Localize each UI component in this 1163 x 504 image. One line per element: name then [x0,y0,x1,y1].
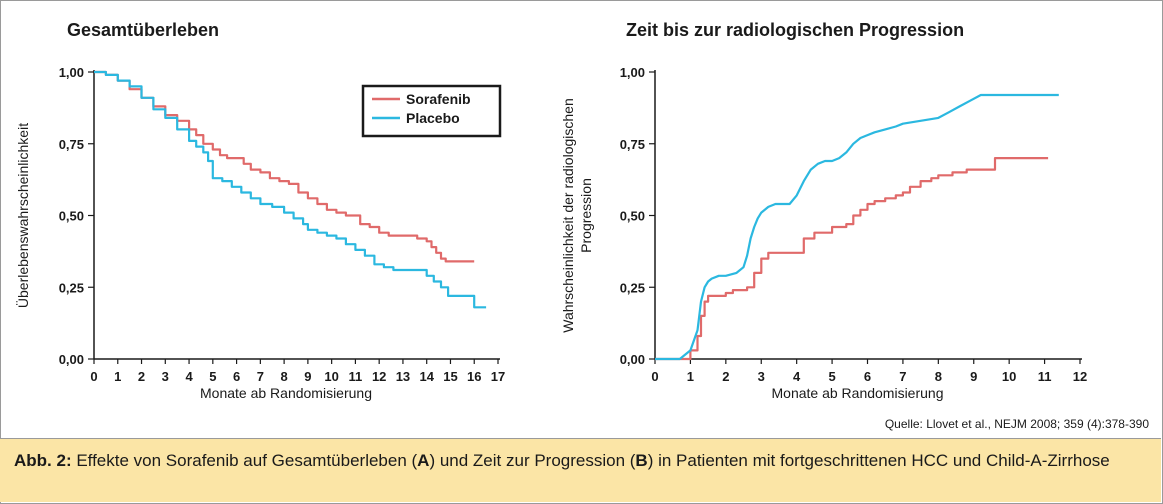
chart-a-x-tick-label: 1 [114,369,121,384]
chart-b-x-tick-label: 5 [828,369,835,384]
caption-label: Abb. 2: [14,451,72,470]
chart-a-x-tick-label: 5 [209,369,216,384]
caption-text-3: ) in Patienten mit fortgeschrittenen HCC… [647,451,1110,470]
chart-a-x-tick-label: 15 [443,369,457,384]
chart-a-x-tick-label: 12 [372,369,386,384]
chart-a-x-tick-label: 9 [304,369,311,384]
chart-a-title: Gesamtüberleben [67,20,219,40]
chart-b-x-tick-label: 2 [722,369,729,384]
chart-a: 0 1 2 3 4 5 6 7 8 9 10 11 12 13 14 15 16 170,000,250,500,… [14,65,505,401]
figure-caption: Abb. 2: Effekte von Sorafenib auf Gesamt… [0,438,1161,502]
chart-b-y-tick-label: 0,25 [620,280,645,295]
chart-b: 0 1 2 3 4 5 6 7 8 9 10 11 120,000,250,500,751,00Mona… [560,65,1087,401]
chart-a-x-tick-label: 3 [162,369,169,384]
chart-b-x-tick-label: 4 [793,369,801,384]
chart-b-title: Zeit bis zur radiologischen Progression [626,20,964,40]
chart-a-y-tick-label: 0,00 [59,352,84,367]
chart-b-series-sorafenib [655,157,1049,361]
chart-a-series-sorafenib [94,70,475,263]
chart-a-x-tick-label: 8 [281,369,288,384]
chart-a-x-tick-label: 4 [185,369,193,384]
chart-b-x-tick-label: 12 [1073,369,1087,384]
caption-bold-b: B [635,451,648,470]
chart-a-x-tick-label: 6 [233,369,240,384]
chart-b-series-placebo [655,93,1059,361]
chart-b-x-tick-label: 10 [1002,369,1016,384]
caption-text-2: ) und Zeit zur Progression ( [429,451,636,470]
chart-a-y-tick-label: 0,25 [59,280,84,295]
chart-b-y-tick-label: 0,00 [620,352,645,367]
chart-a-x-tick-label: 17 [491,369,505,384]
caption-bold-a: A [417,451,430,470]
chart-a-x-tick-label: 16 [467,369,481,384]
chart-b-x-tick-label: 9 [970,369,977,384]
chart-b-x-tick-label: 6 [864,369,871,384]
chart-a-x-tick-label: 10 [324,369,338,384]
chart-a-x-tick-label: 13 [396,369,410,384]
chart-a-x-label: Monate ab Randomisierung [200,385,372,401]
chart-a-y-tick-label: 0,75 [59,137,84,152]
chart-a-series-placebo [94,70,487,309]
chart-a-legend-label-sorafenib: Sorafenib [406,91,471,107]
chart-b-y-tick-label: 0,50 [620,209,645,224]
chart-a-y-tick-label: 0,50 [59,209,84,224]
chart-b-x-tick-label: 7 [899,369,906,384]
chart-a-x-tick-label: 11 [349,369,363,384]
chart-a-legend-label-placebo: Placebo [406,110,460,126]
chart-a-legend-box [361,84,502,138]
chart-a-x-tick-label: 7 [257,369,264,384]
chart-b-x-tick-label: 3 [758,369,765,384]
chart-b-y-tick-label: 0,75 [620,137,645,152]
chart-a-x-tick-label: 0 [90,369,97,384]
chart-a-x-tick-label: 14 [419,369,434,384]
caption-text-1: Effekte von Sorafenib auf Gesamtüberlebe… [71,451,418,470]
chart-a-x-tick-label: 2 [138,369,145,384]
chart-a-y-label: Überlebenswahrscheinlichkeit [14,123,31,308]
chart-b-x-tick-label: 0 [651,369,658,384]
source-citation: Quelle: Llovet et al., NEJM 2008; 359 (4… [884,417,1149,431]
chart-b-x-tick-label: 1 [687,369,694,384]
chart-a-y-tick-label: 1,00 [59,65,84,80]
chart-b-x-tick-label: 8 [935,369,942,384]
charts-canvas: Gesamtüberleben Zeit bis zur radiologisc… [14,20,1087,401]
chart-b-y-label-line: Progression [578,178,594,253]
chart-b-y-tick-label: 1,00 [620,65,645,80]
chart-b-y-label-line: Wahrscheinlichkeit der radiologischen [560,98,576,333]
chart-b-x-tick-label: 11 [1038,369,1052,384]
chart-b-x-label: Monate ab Randomisierung [772,385,944,401]
